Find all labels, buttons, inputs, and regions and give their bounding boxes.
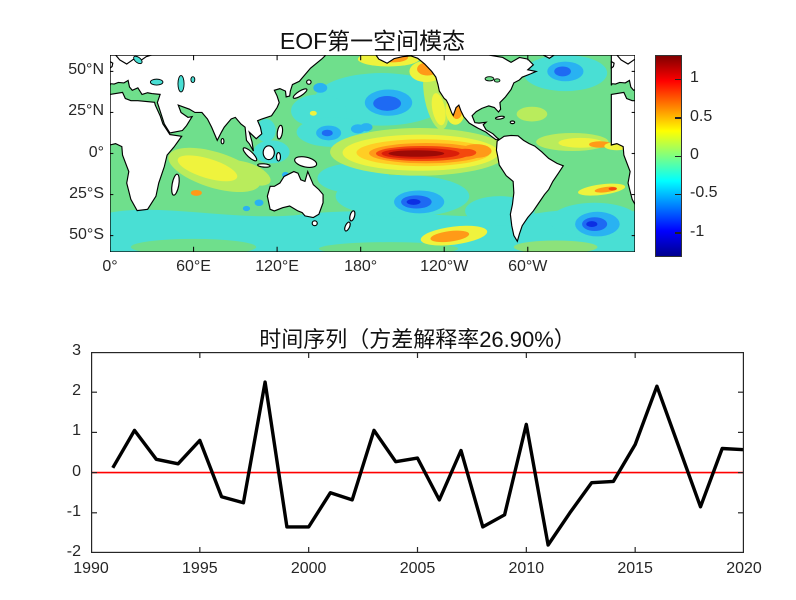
colorbar-tick: [675, 155, 681, 157]
baltic-sea: [133, 55, 144, 65]
colorbar-tick: [675, 117, 681, 119]
landmass-greenland: [543, 55, 554, 58]
colorbar-tick: [675, 193, 681, 196]
ts-x-tick-label: 2015: [617, 560, 653, 577]
colorbar-tick-label: 0: [690, 146, 699, 163]
ts-y-tick-label: 2: [72, 382, 81, 400]
landmass-south-america: [496, 135, 563, 241]
colorbar-tick-label: -1: [690, 222, 705, 240]
colorbar-tick-label: -0.5: [690, 184, 718, 202]
island-borneo: [263, 146, 274, 160]
ts-y-tick-label: 3: [72, 342, 81, 359]
island-tasmania: [312, 221, 317, 226]
map-x-tick-label: 120°E: [255, 258, 299, 275]
aral-sea: [191, 77, 195, 83]
island-new-zealand-south: [344, 221, 352, 232]
map-y-tick-label: 25°N: [68, 102, 104, 120]
landmass-north-america: [376, 55, 536, 140]
ts-x-tick-label: 2010: [508, 560, 545, 577]
map-y-tick-label: 25°S: [69, 184, 104, 202]
ts-x-tick-label: 1990: [73, 560, 109, 577]
continents: [110, 55, 563, 241]
timeseries-svg: [91, 352, 744, 553]
island-sulawesi: [277, 153, 281, 162]
colorbar-tick-label: 1: [690, 69, 699, 87]
timeseries-title: 时间序列（方差解释率26.90%）: [259, 327, 576, 352]
timeseries-content: [91, 352, 744, 553]
island-java: [258, 163, 271, 167]
enso-warm-tongue: [330, 95, 509, 176]
ts-x-tick-label: 2005: [399, 560, 436, 577]
map-y-tick-label: 50°N: [68, 61, 104, 79]
island-cuba: [495, 116, 504, 120]
colorbar-gradient: [655, 55, 682, 257]
map-y-tick-label: 50°S: [69, 225, 104, 243]
island-hokkaido: [307, 80, 311, 84]
landmass-eurasia: [110, 55, 326, 151]
map-x-tick-label: 120°W: [420, 258, 469, 275]
map-x-tick-label: 60°W: [508, 258, 548, 275]
island-new-zealand-north: [349, 210, 356, 222]
island-sumatra: [242, 146, 258, 163]
ts-x-tick-label: 1995: [182, 560, 218, 577]
ts-x-tick-label: 2020: [726, 560, 762, 577]
island-new-guinea: [294, 155, 317, 169]
map-x-tick-label: 60°E: [176, 258, 211, 275]
island-philippines: [276, 125, 283, 140]
caspian-sea: [178, 76, 184, 92]
ocean-contour-field: [110, 55, 635, 252]
great-lakes-east: [494, 79, 500, 82]
timeseries-axes-border: [91, 352, 744, 553]
landmass-australia: [267, 172, 323, 218]
island-hispaniola: [510, 121, 514, 124]
island-japan: [292, 87, 307, 100]
map-title: EOF第一空间模态: [279, 28, 466, 54]
island-sri-lanka: [221, 139, 224, 144]
colorbar-tick: [675, 78, 681, 81]
colorbar-tick-label: 0.5: [690, 107, 713, 125]
ts-y-tick-label: -1: [66, 502, 81, 520]
map-x-tick-label: 180°: [344, 258, 378, 275]
landmass-britain: [110, 62, 113, 69]
black-sea: [150, 79, 163, 85]
island-madagascar: [170, 173, 180, 196]
ts-y-tick-label: -2: [66, 543, 81, 560]
map-x-tick-label: 0°: [102, 258, 118, 275]
colorbar-tick: [675, 232, 681, 234]
great-lakes-west: [485, 77, 494, 81]
ts-y-tick-label: 1: [72, 422, 81, 440]
ts-y-tick-label: 0: [72, 462, 81, 480]
pc1-timeseries-line: [111, 380, 744, 547]
landmass-africa: [110, 92, 182, 210]
map-y-tick-label: 0°: [88, 143, 104, 161]
ts-x-tick-label: 2000: [290, 560, 327, 577]
world-map-svg: [110, 55, 635, 252]
